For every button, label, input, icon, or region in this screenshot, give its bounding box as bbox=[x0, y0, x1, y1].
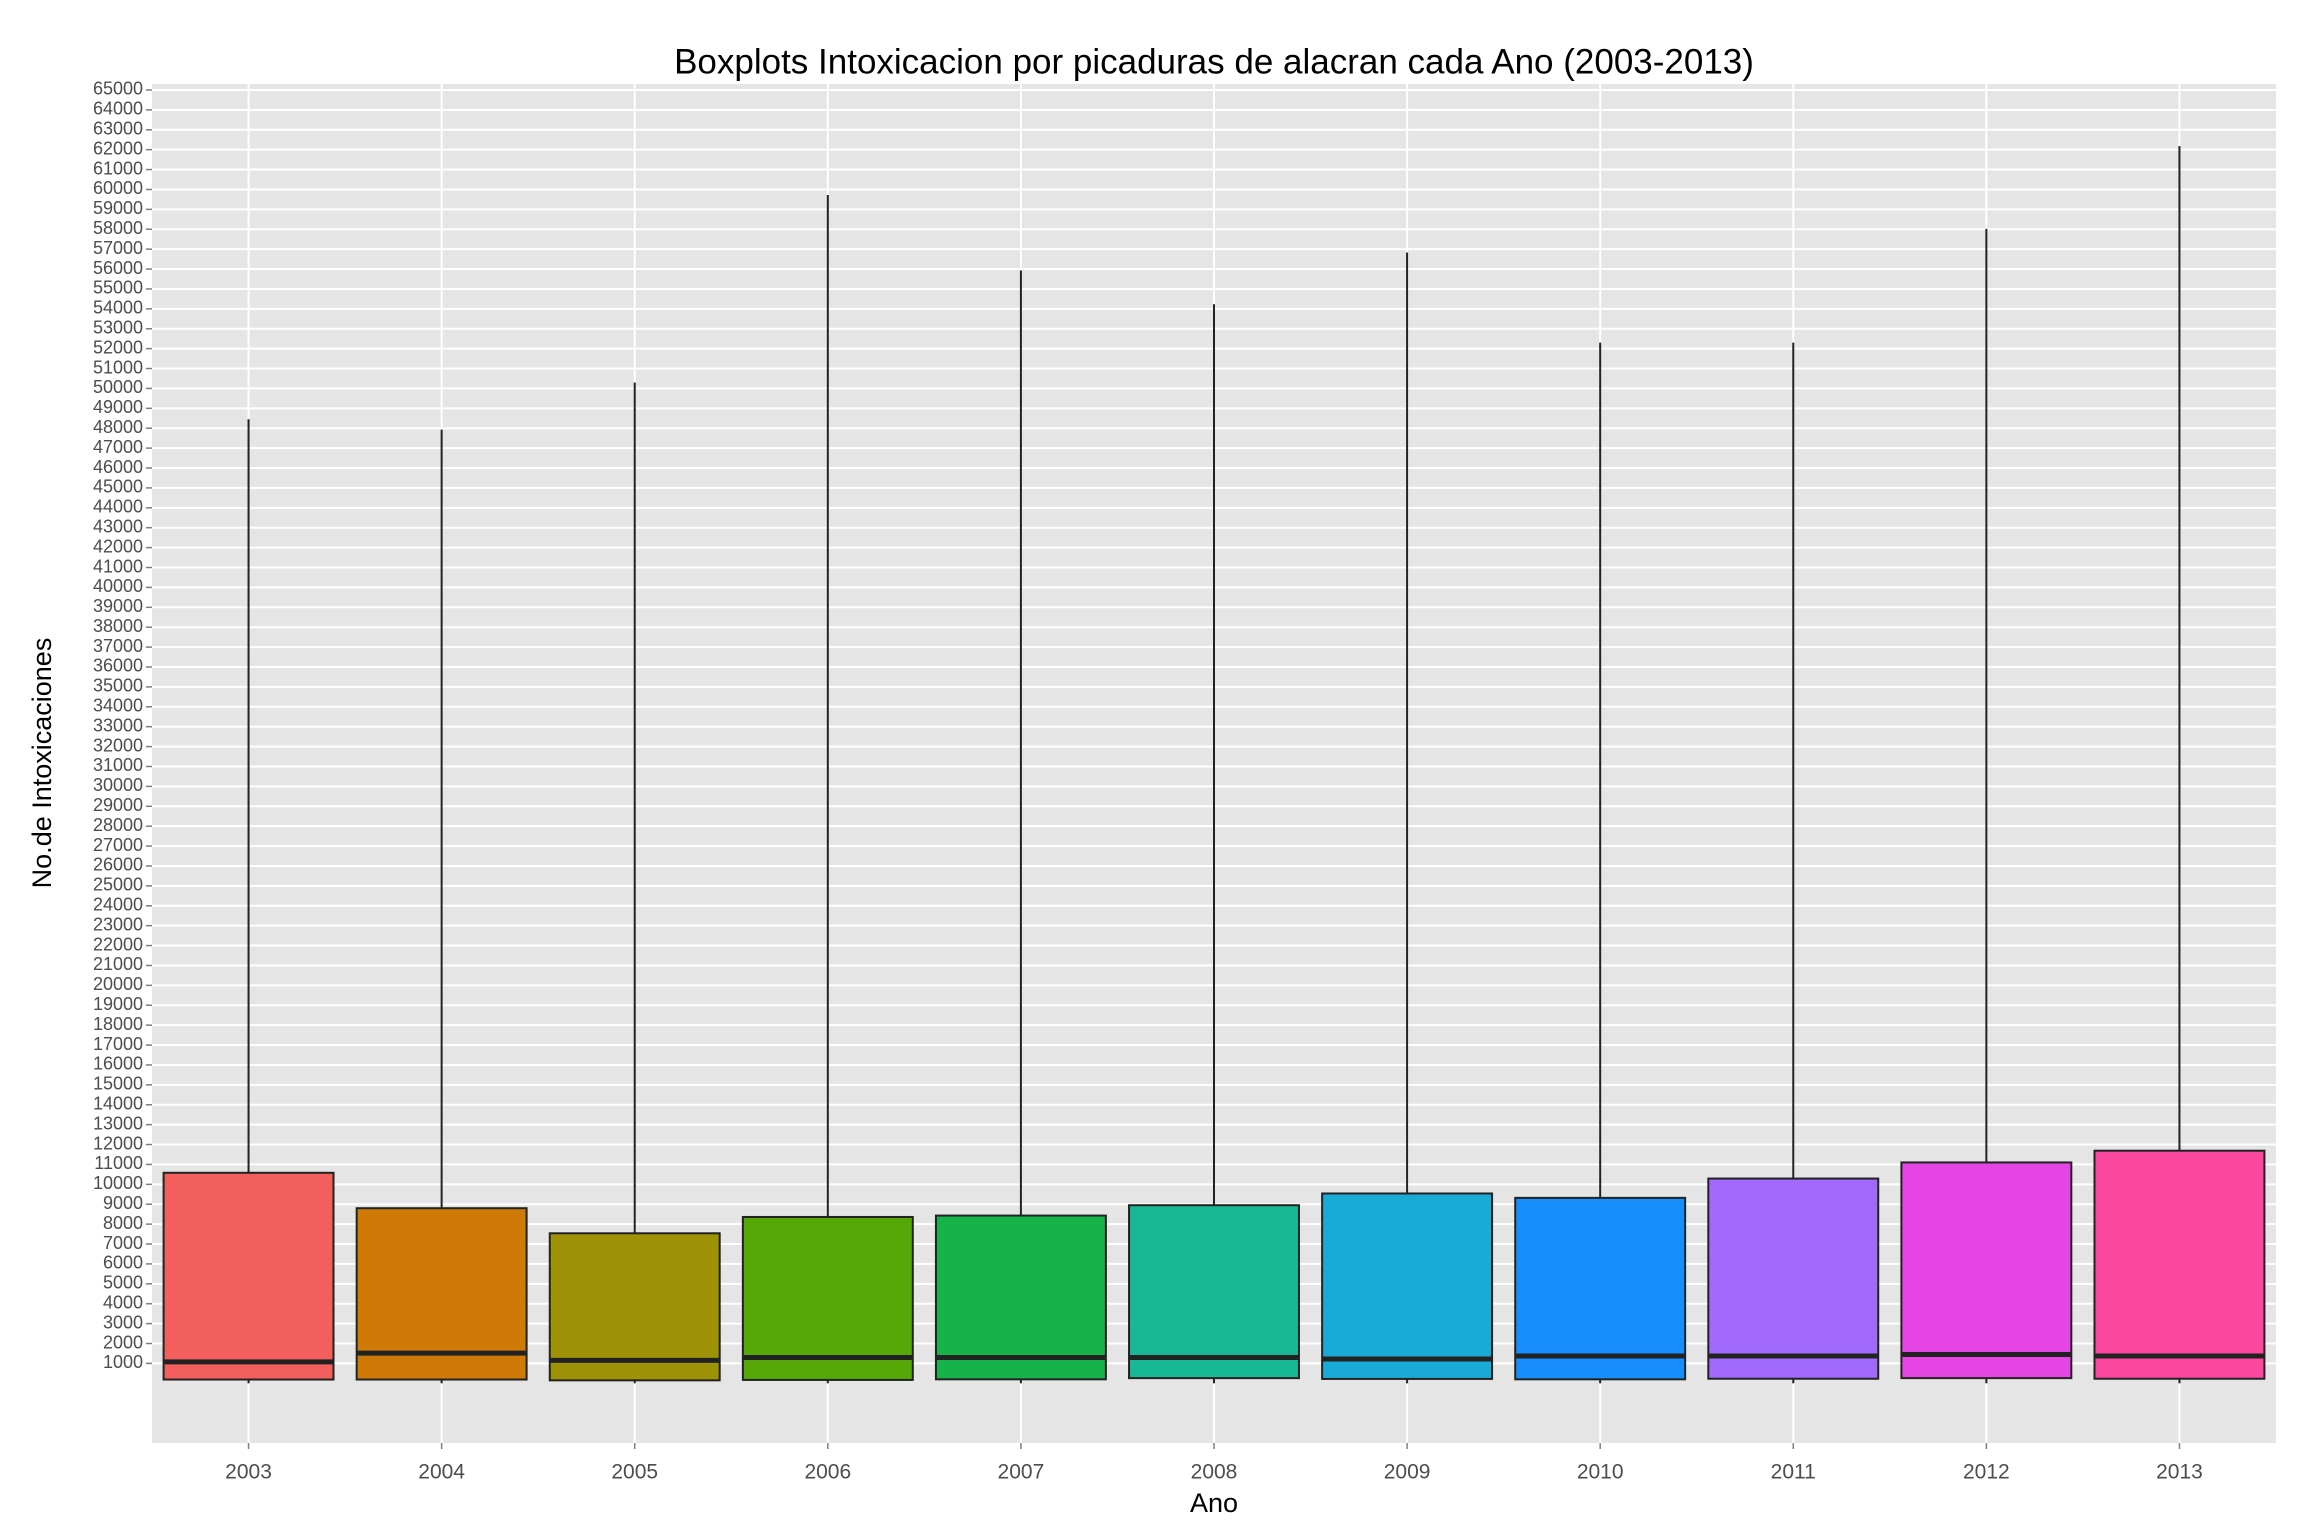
y-tick-label: 56000 bbox=[93, 258, 143, 278]
y-tick-label: 13000 bbox=[93, 1113, 143, 1133]
box bbox=[1514, 1196, 1687, 1381]
y-tick-label: 53000 bbox=[93, 317, 143, 337]
y-tick-label: 35000 bbox=[93, 676, 143, 696]
y-tick-label: 15000 bbox=[93, 1074, 143, 1094]
y-tick-label: 27000 bbox=[93, 835, 143, 855]
box bbox=[741, 1215, 914, 1381]
x-tick-label: 2005 bbox=[611, 1461, 658, 1484]
box bbox=[162, 1171, 335, 1381]
box bbox=[1321, 1192, 1494, 1380]
y-tick-label: 44000 bbox=[93, 497, 143, 517]
y-tick-label: 64000 bbox=[93, 99, 143, 119]
y-tick-label: 14000 bbox=[93, 1093, 143, 1113]
y-axis-title: No.de Intoxicaciones bbox=[27, 638, 57, 889]
y-tick-label: 29000 bbox=[93, 795, 143, 815]
x-tick-label: 2009 bbox=[1384, 1461, 1431, 1484]
box bbox=[934, 1214, 1107, 1381]
y-tick-label: 25000 bbox=[93, 875, 143, 895]
y-tick-label: 36000 bbox=[93, 656, 143, 676]
y-tick-label: 65000 bbox=[93, 79, 143, 99]
y-tick-label: 19000 bbox=[93, 994, 143, 1014]
y-tick-label: 28000 bbox=[93, 815, 143, 835]
y-tick-label: 2000 bbox=[103, 1332, 143, 1352]
y-tick-label: 49000 bbox=[93, 397, 143, 417]
x-tick-label: 2006 bbox=[804, 1461, 851, 1484]
y-tick-label: 43000 bbox=[93, 516, 143, 536]
y-tick-label: 39000 bbox=[93, 596, 143, 616]
y-tick-label: 32000 bbox=[93, 735, 143, 755]
y-tick-label: 17000 bbox=[93, 1034, 143, 1054]
y-tick-label: 55000 bbox=[93, 278, 143, 298]
y-tick-label: 10000 bbox=[93, 1173, 143, 1193]
x-tick-label: 2012 bbox=[1963, 1461, 2010, 1484]
y-tick-label: 46000 bbox=[93, 457, 143, 477]
box bbox=[2093, 1149, 2266, 1380]
y-tick-label: 37000 bbox=[93, 636, 143, 656]
y-tick-label: 21000 bbox=[93, 954, 143, 974]
y-tick-label: 52000 bbox=[93, 337, 143, 357]
y-tick-label: 58000 bbox=[93, 218, 143, 238]
y-tick-label: 18000 bbox=[93, 1014, 143, 1034]
box bbox=[1900, 1161, 2073, 1380]
x-tick-label: 2013 bbox=[2156, 1461, 2203, 1484]
y-tick-label: 6000 bbox=[103, 1253, 143, 1273]
y-tick-label: 59000 bbox=[93, 198, 143, 218]
y-tick-label: 12000 bbox=[93, 1133, 143, 1153]
y-tick-label: 8000 bbox=[103, 1213, 143, 1233]
y-tick-label: 4000 bbox=[103, 1292, 143, 1312]
y-tick-label: 47000 bbox=[93, 437, 143, 457]
y-tick-label: 23000 bbox=[93, 914, 143, 934]
y-tick-label: 60000 bbox=[93, 178, 143, 198]
y-tick-label: 30000 bbox=[93, 775, 143, 795]
x-tick-label: 2010 bbox=[1577, 1461, 1624, 1484]
y-tick-label: 41000 bbox=[93, 556, 143, 576]
y-tick-label: 33000 bbox=[93, 715, 143, 735]
y-tick-label: 16000 bbox=[93, 1054, 143, 1074]
y-tick-label: 57000 bbox=[93, 238, 143, 258]
y-tick-label: 24000 bbox=[93, 895, 143, 915]
y-tick-label: 9000 bbox=[103, 1193, 143, 1213]
y-tick-label: 50000 bbox=[93, 377, 143, 397]
y-tick-label: 45000 bbox=[93, 477, 143, 497]
y-tick-label: 34000 bbox=[93, 696, 143, 716]
y-tick-label: 38000 bbox=[93, 616, 143, 636]
x-axis-title: Ano bbox=[1190, 1488, 1238, 1518]
box bbox=[1128, 1204, 1300, 1380]
x-tick-label: 2011 bbox=[1771, 1461, 1816, 1484]
y-tick-label: 11000 bbox=[94, 1153, 143, 1173]
y-tick-label: 26000 bbox=[93, 855, 143, 875]
y-tick-label: 5000 bbox=[103, 1273, 143, 1293]
y-tick-label: 31000 bbox=[93, 755, 143, 775]
y-tick-label: 48000 bbox=[93, 417, 143, 437]
y-tick-label: 3000 bbox=[103, 1312, 143, 1332]
x-tick-label: 2003 bbox=[225, 1461, 272, 1484]
y-tick-label: 51000 bbox=[93, 357, 143, 377]
y-tick-label: 40000 bbox=[93, 576, 143, 596]
y-tick-label: 62000 bbox=[93, 138, 143, 158]
y-tick-label: 61000 bbox=[93, 158, 143, 178]
y-tick-label: 63000 bbox=[93, 119, 143, 139]
y-tick-label: 54000 bbox=[93, 298, 143, 318]
x-tick-label: 2004 bbox=[418, 1461, 465, 1484]
y-tick-label: 22000 bbox=[93, 934, 143, 954]
y-tick-label: 7000 bbox=[103, 1233, 143, 1253]
box bbox=[548, 1232, 721, 1382]
x-tick-label: 2008 bbox=[1191, 1461, 1238, 1484]
chart-title: Boxplots Intoxicacion por picaduras de a… bbox=[674, 42, 1754, 81]
box bbox=[1707, 1177, 1880, 1380]
y-tick-label: 1000 bbox=[103, 1352, 143, 1372]
y-tick-label: 42000 bbox=[93, 536, 143, 556]
y-tick-label: 20000 bbox=[93, 974, 143, 994]
x-tick-label: 2007 bbox=[998, 1461, 1045, 1484]
